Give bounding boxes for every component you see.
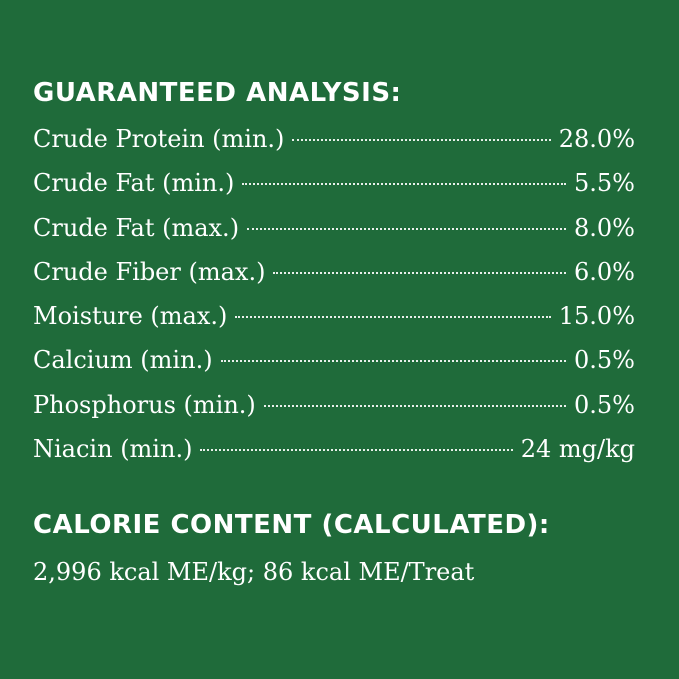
dot-leader [200, 449, 513, 452]
analysis-row: Phosphorus (min.) 0.5% [33, 386, 635, 430]
row-value: 24 mg/kg [520, 435, 635, 464]
analysis-row: Crude Fiber (max.) 6.0% [33, 253, 635, 297]
dot-leader [247, 227, 567, 230]
row-value: 0.5% [574, 390, 635, 419]
analysis-row: Niacin (min.) 24 mg/kg [33, 430, 635, 474]
analysis-table: Crude Protein (min.) 28.0% Crude Fat (min… [33, 120, 635, 474]
dot-leader [220, 360, 567, 363]
row-label: Crude Protein (min.) [33, 125, 285, 153]
row-value: 6.0% [574, 257, 635, 286]
row-value: 15.0% [558, 302, 635, 331]
analysis-row: Crude Fat (min.) 5.5% [33, 164, 635, 208]
row-label: Moisture (max.) [33, 302, 228, 331]
dot-leader [235, 316, 551, 319]
row-label: Crude Fiber (max.) [33, 257, 266, 286]
row-value: 5.5% [574, 169, 635, 198]
analysis-row: Crude Fat (max.) 8.0% [33, 209, 635, 253]
analysis-row: Moisture (max.) 15.0% [33, 297, 635, 341]
dot-leader [263, 404, 567, 407]
row-value: 0.5% [574, 346, 635, 375]
row-value: 28.0% [558, 125, 635, 153]
row-label: Phosphorus (min.) [33, 390, 256, 419]
calorie-content-text: 2,996 kcal ME/kg; 86 kcal ME/Treat [33, 558, 475, 586]
row-label: Calcium (min.) [33, 346, 213, 375]
row-value: 8.0% [574, 213, 635, 242]
analysis-row: Crude Protein (min.) 28.0% [33, 120, 635, 164]
row-label: Niacin (min.) [33, 435, 193, 464]
guaranteed-analysis-heading: GUARANTEED ANALYSIS: [33, 78, 402, 108]
analysis-row: Calcium (min.) 0.5% [33, 341, 635, 385]
row-label: Crude Fat (min.) [33, 169, 235, 198]
calorie-content-heading: CALORIE CONTENT (CALCULATED): [33, 510, 550, 540]
dot-leader [292, 139, 551, 141]
dot-leader [273, 271, 567, 274]
dot-leader [242, 183, 567, 186]
row-label: Crude Fat (max.) [33, 213, 240, 242]
